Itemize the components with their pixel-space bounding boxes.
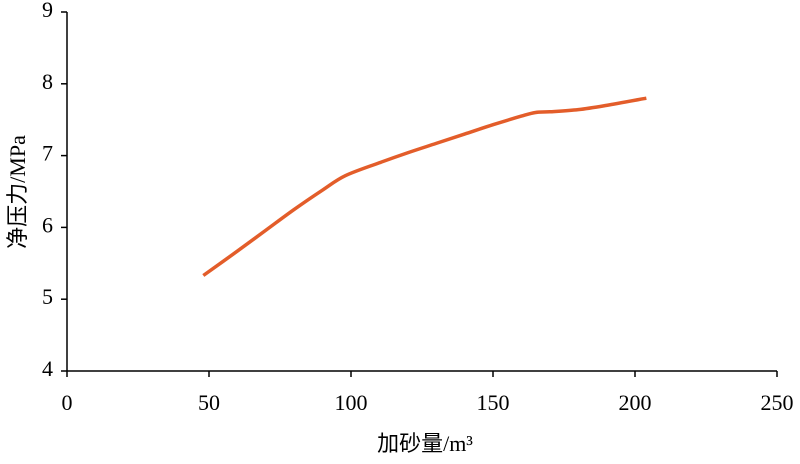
x-tick-label: 200 (619, 390, 652, 415)
data-line (202, 96, 647, 277)
y-tick-label: 4 (42, 356, 53, 381)
y-tick-label: 5 (42, 284, 53, 309)
y-tick-label: 7 (42, 141, 53, 166)
x-tick-label: 0 (62, 390, 73, 415)
y-tick-label: 8 (42, 69, 53, 94)
y-tick-label: 9 (42, 0, 53, 22)
x-tick-label: 50 (198, 390, 220, 415)
y-axis-label: 净压力/MPa (5, 135, 30, 249)
x-tick-label: 100 (335, 390, 368, 415)
y-tick-label: 6 (42, 212, 53, 237)
x-tick-label: 150 (477, 390, 510, 415)
x-axis-label: 加砂量/m³ (377, 431, 473, 456)
x-tick-label: 250 (761, 390, 794, 415)
